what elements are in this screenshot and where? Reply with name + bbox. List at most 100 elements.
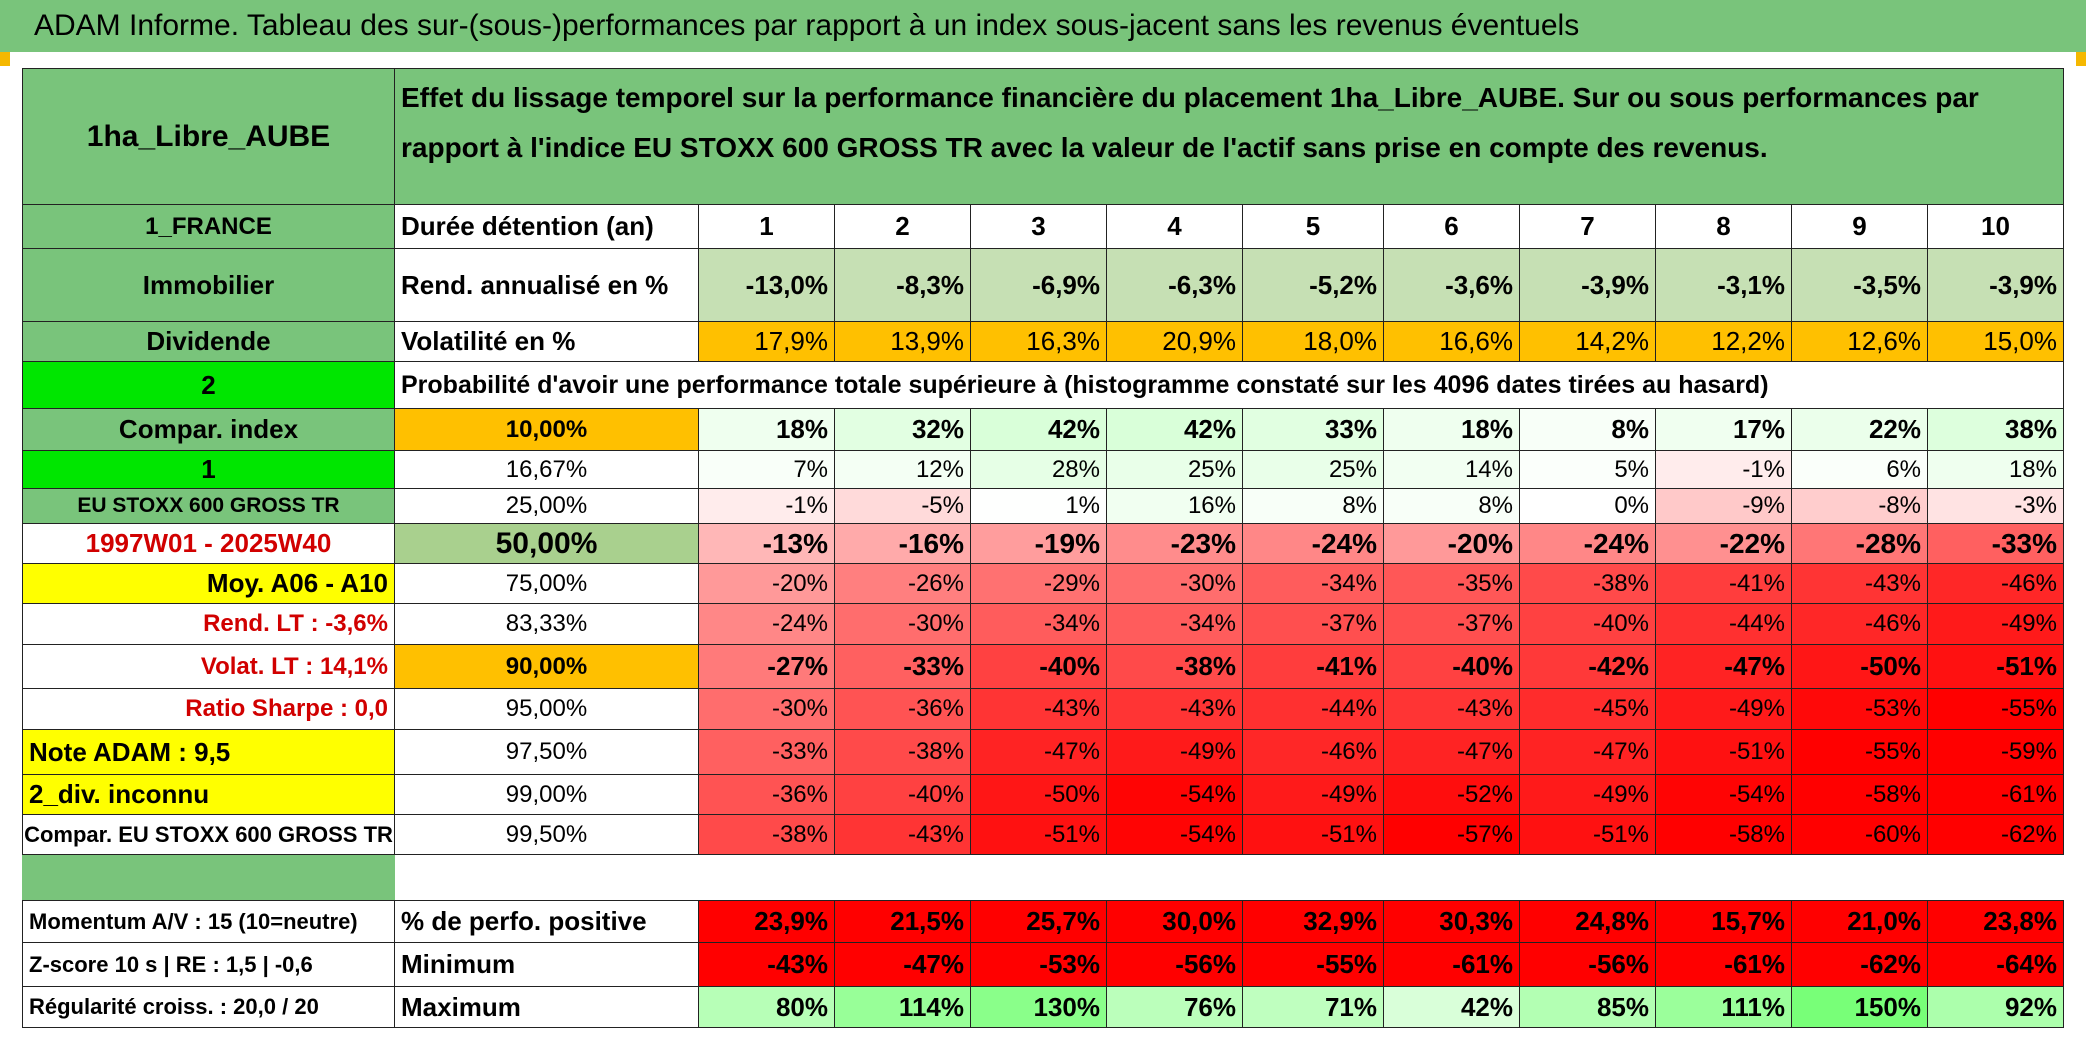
quantile-value: -52% — [1384, 775, 1520, 815]
compar-index-label: Compar. index — [22, 409, 395, 451]
annualized-return-value: -6,9% — [971, 249, 1107, 322]
stats-value: -61% — [1384, 943, 1520, 987]
annualized-return-value: -13,0% — [699, 249, 835, 322]
quantile-value: 33% — [1243, 409, 1384, 451]
year-header: 9 — [1792, 205, 1928, 249]
quantile-value: 18% — [699, 409, 835, 451]
quantile-value: -47% — [1384, 730, 1520, 775]
quantile-value: -19% — [971, 524, 1107, 564]
quantile-value: -54% — [1656, 775, 1792, 815]
stats-value: -53% — [971, 943, 1107, 987]
holding-duration-label: Durée détention (an) — [395, 205, 699, 249]
quantile-value: -43% — [1107, 689, 1243, 730]
stats-value: 25,7% — [971, 900, 1107, 943]
quantile-value: -51% — [1928, 645, 2064, 689]
quantile-value: -51% — [971, 815, 1107, 855]
quantile-value: 5% — [1520, 451, 1656, 489]
year-header: 4 — [1107, 205, 1243, 249]
year-header: 6 — [1384, 205, 1520, 249]
stats-value: -56% — [1107, 943, 1243, 987]
volatility-value: 16,6% — [1384, 322, 1520, 362]
stats-value: 80% — [699, 987, 835, 1028]
quantile-value: -40% — [971, 645, 1107, 689]
quantile-label: 25,00% — [395, 489, 699, 524]
quantile-value: 1% — [971, 489, 1107, 524]
annualized-return-value: -3,5% — [1792, 249, 1928, 322]
quantile-value: -20% — [1384, 524, 1520, 564]
quantile-label: 99,00% — [395, 775, 699, 815]
quantile-value: -58% — [1656, 815, 1792, 855]
index-name: EU STOXX 600 GROSS TR — [22, 489, 395, 524]
quantile-value: -40% — [1520, 604, 1656, 645]
quantile-value: -40% — [1384, 645, 1520, 689]
quantile-value: -20% — [699, 564, 835, 604]
quantile-label: 97,50% — [395, 730, 699, 775]
quantile-value: -24% — [1520, 524, 1656, 564]
stats-value: 130% — [971, 987, 1107, 1028]
quantile-value: -51% — [1243, 815, 1384, 855]
quantile-value: -16% — [835, 524, 971, 564]
stats-value: 92% — [1928, 987, 2064, 1028]
probability-title: Probabilité d'avoir une performance tota… — [395, 362, 1928, 409]
quantile-value: -28% — [1792, 524, 1928, 564]
strategy-label: Dividende — [22, 322, 395, 362]
quantile-value: -26% — [835, 564, 971, 604]
report-banner: ADAM Informe. Tableau des sur-(sous-)per… — [0, 0, 2086, 52]
quantile-value: 16% — [1107, 489, 1243, 524]
stats-value: 21,5% — [835, 900, 971, 943]
stats-value: 23,9% — [699, 900, 835, 943]
volatility-value: 15,0% — [1928, 322, 2064, 362]
quantile-value: -42% — [1520, 645, 1656, 689]
description: Effet du lissage temporel sur la perform… — [395, 68, 2064, 205]
quantile-value: 12% — [835, 451, 971, 489]
annualized-return-value: -3,9% — [1520, 249, 1656, 322]
quantile-value: -54% — [1107, 815, 1243, 855]
stats-value: 111% — [1656, 987, 1792, 1028]
quantile-value: 28% — [971, 451, 1107, 489]
year-header: 2 — [835, 205, 971, 249]
long-term-return: Rend. LT : -3,6% — [22, 604, 395, 645]
quantile-value: -58% — [1792, 775, 1928, 815]
stats-value: 21,0% — [1792, 900, 1928, 943]
annualized-return-value: -3,6% — [1384, 249, 1520, 322]
quantile-label: 99,50% — [395, 815, 699, 855]
quantile-value: -50% — [1792, 645, 1928, 689]
stats-value: 15,7% — [1656, 900, 1792, 943]
year-header: 8 — [1656, 205, 1792, 249]
quantile-value: -33% — [1928, 524, 2064, 564]
stats-value: -47% — [835, 943, 971, 987]
volatility-value: 12,2% — [1656, 322, 1792, 362]
quantile-value: -49% — [1520, 775, 1656, 815]
quantile-value: -55% — [1792, 730, 1928, 775]
stats-value: -62% — [1792, 943, 1928, 987]
quantile-label: 16,67% — [395, 451, 699, 489]
quantile-value: -47% — [1520, 730, 1656, 775]
quantile-value: -51% — [1656, 730, 1792, 775]
stats-value: 23,8% — [1928, 900, 2064, 943]
quantile-value: -49% — [1928, 604, 2064, 645]
year-header: 1 — [699, 205, 835, 249]
quantile-value: 6% — [1792, 451, 1928, 489]
quantile-value: -33% — [699, 730, 835, 775]
year-header: 3 — [971, 205, 1107, 249]
quantile-value: -43% — [1792, 564, 1928, 604]
quantile-value: -1% — [1656, 451, 1792, 489]
corner-marker — [2076, 52, 2086, 66]
quantile-value: -49% — [1243, 775, 1384, 815]
quantile-value: -46% — [1928, 564, 2064, 604]
quantile-value: -22% — [1656, 524, 1792, 564]
volatility-value: 20,9% — [1107, 322, 1243, 362]
momentum-label: Momentum A/V : 15 (10=neutre) — [22, 900, 395, 943]
volatility-value: 17,9% — [699, 322, 835, 362]
quantile-label: 90,00% — [395, 645, 699, 689]
quantile-value: 18% — [1384, 409, 1520, 451]
quantile-value: -30% — [835, 604, 971, 645]
quantile-value: 7% — [699, 451, 835, 489]
quantile-value: 42% — [1107, 409, 1243, 451]
selector-two: 2 — [22, 362, 395, 409]
quantile-value: 8% — [1243, 489, 1384, 524]
year-header: 10 — [1928, 205, 2064, 249]
volatility-value: 12,6% — [1792, 322, 1928, 362]
quantile-value: -24% — [1243, 524, 1384, 564]
annualized-return-value: -3,9% — [1928, 249, 2064, 322]
